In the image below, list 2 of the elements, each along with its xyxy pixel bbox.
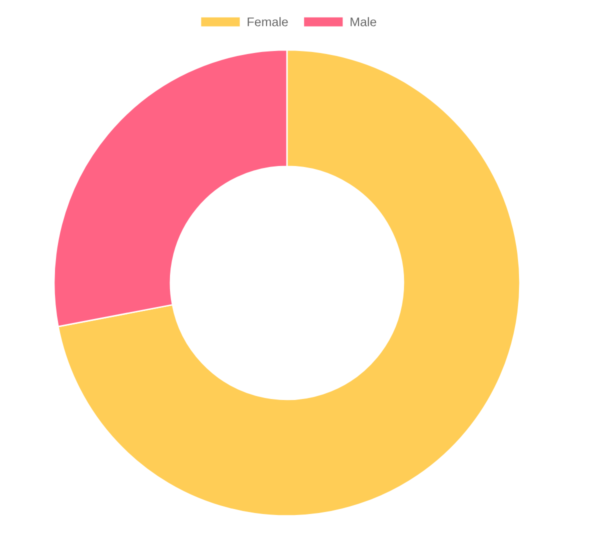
legend-label: Female bbox=[248, 17, 288, 26]
legend-label: Male bbox=[350, 17, 376, 26]
